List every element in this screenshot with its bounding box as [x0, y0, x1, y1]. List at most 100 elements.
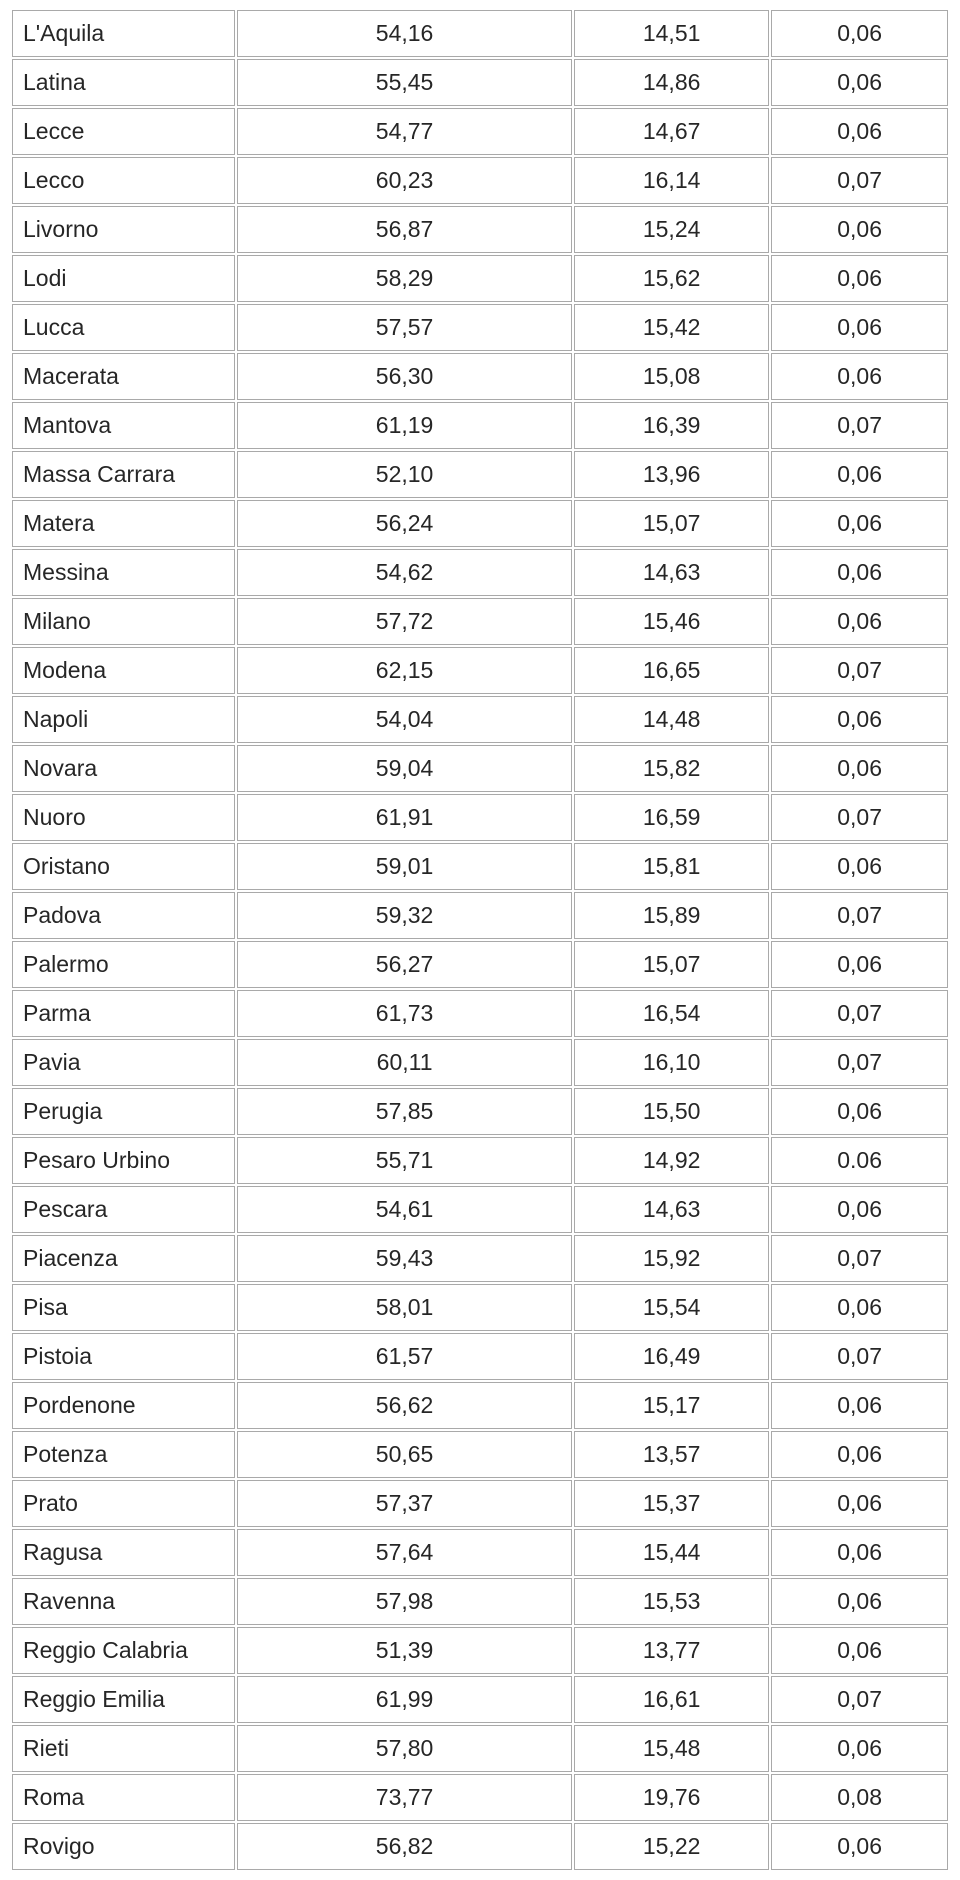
table-row: Oristano59,0115,810,06: [12, 843, 948, 890]
value-cell: 16,65: [574, 647, 769, 694]
table-row: Padova59,3215,890,07: [12, 892, 948, 939]
value-cell: 19,76: [574, 1774, 769, 1821]
table-row: Milano57,7215,460,06: [12, 598, 948, 645]
value-cell: 16,59: [574, 794, 769, 841]
value-cell: 0,06: [771, 745, 948, 792]
value-cell: 55,45: [237, 59, 572, 106]
table-row: Reggio Calabria51,3913,770,06: [12, 1627, 948, 1674]
value-cell: 57,98: [237, 1578, 572, 1625]
table-row: Palermo56,2715,070,06: [12, 941, 948, 988]
value-cell: 57,37: [237, 1480, 572, 1527]
table-row: Lucca57,5715,420,06: [12, 304, 948, 351]
city-name-cell: Macerata: [12, 353, 235, 400]
city-name-cell: Pescara: [12, 1186, 235, 1233]
value-cell: 0,06: [771, 1823, 948, 1870]
value-cell: 15,07: [574, 500, 769, 547]
table-row: Ravenna57,9815,530,06: [12, 1578, 948, 1625]
value-cell: 15,81: [574, 843, 769, 890]
city-name-cell: Novara: [12, 745, 235, 792]
table-row: Livorno56,8715,240,06: [12, 206, 948, 253]
value-cell: 0,06: [771, 941, 948, 988]
value-cell: 54,62: [237, 549, 572, 596]
value-cell: 13,96: [574, 451, 769, 498]
value-cell: 15,50: [574, 1088, 769, 1135]
value-cell: 0,06: [771, 1725, 948, 1772]
city-name-cell: Mantova: [12, 402, 235, 449]
value-cell: 0,07: [771, 402, 948, 449]
city-name-cell: Potenza: [12, 1431, 235, 1478]
value-cell: 15,08: [574, 353, 769, 400]
value-cell: 0,06: [771, 1431, 948, 1478]
table-row: Messina54,6214,630,06: [12, 549, 948, 596]
city-name-cell: Messina: [12, 549, 235, 596]
value-cell: 59,32: [237, 892, 572, 939]
city-name-cell: Rieti: [12, 1725, 235, 1772]
table-row: Napoli54,0414,480,06: [12, 696, 948, 743]
value-cell: 15,07: [574, 941, 769, 988]
value-cell: 16,49: [574, 1333, 769, 1380]
value-cell: 60,23: [237, 157, 572, 204]
value-cell: 56,82: [237, 1823, 572, 1870]
value-cell: 0,06: [771, 843, 948, 890]
table-container: L'Aquila54,1614,510,06Latina55,4514,860,…: [0, 0, 960, 1880]
value-cell: 58,29: [237, 255, 572, 302]
value-cell: 0,06: [771, 255, 948, 302]
value-cell: 0,06: [771, 1186, 948, 1233]
value-cell: 55,71: [237, 1137, 572, 1184]
table-row: Piacenza59,4315,920,07: [12, 1235, 948, 1282]
table-row: Prato57,3715,370,06: [12, 1480, 948, 1527]
table-row: Lecco60,2316,140,07: [12, 157, 948, 204]
value-cell: 15,22: [574, 1823, 769, 1870]
table-row: Pisa58,0115,540,06: [12, 1284, 948, 1331]
value-cell: 16,54: [574, 990, 769, 1037]
value-cell: 56,24: [237, 500, 572, 547]
value-cell: 0,06: [771, 1627, 948, 1674]
value-cell: 73,77: [237, 1774, 572, 1821]
table-row: Macerata56,3015,080,06: [12, 353, 948, 400]
city-name-cell: Rovigo: [12, 1823, 235, 1870]
value-cell: 0,08: [771, 1774, 948, 1821]
value-cell: 57,57: [237, 304, 572, 351]
value-cell: 59,04: [237, 745, 572, 792]
value-cell: 0,06: [771, 696, 948, 743]
value-cell: 0,06: [771, 353, 948, 400]
city-name-cell: Padova: [12, 892, 235, 939]
table-row: Roma73,7719,760,08: [12, 1774, 948, 1821]
city-name-cell: Lecce: [12, 108, 235, 155]
table-row: Mantova61,1916,390,07: [12, 402, 948, 449]
city-name-cell: Napoli: [12, 696, 235, 743]
table-row: Novara59,0415,820,06: [12, 745, 948, 792]
value-cell: 14,51: [574, 10, 769, 57]
value-cell: 15,82: [574, 745, 769, 792]
value-cell: 0,06: [771, 206, 948, 253]
table-row: Pistoia61,5716,490,07: [12, 1333, 948, 1380]
table-row: Pordenone56,6215,170,06: [12, 1382, 948, 1429]
value-cell: 15,48: [574, 1725, 769, 1772]
city-name-cell: Perugia: [12, 1088, 235, 1135]
value-cell: 61,91: [237, 794, 572, 841]
value-cell: 14,86: [574, 59, 769, 106]
city-name-cell: Prato: [12, 1480, 235, 1527]
value-cell: 0,06: [771, 1578, 948, 1625]
table-row: Massa Carrara52,1013,960,06: [12, 451, 948, 498]
table-row: L'Aquila54,1614,510,06: [12, 10, 948, 57]
city-name-cell: Modena: [12, 647, 235, 694]
value-cell: 15,37: [574, 1480, 769, 1527]
city-name-cell: Roma: [12, 1774, 235, 1821]
value-cell: 0,06: [771, 10, 948, 57]
table-row: Rovigo56,8215,220,06: [12, 1823, 948, 1870]
table-row: Rieti57,8015,480,06: [12, 1725, 948, 1772]
value-cell: 57,80: [237, 1725, 572, 1772]
value-cell: 0,07: [771, 990, 948, 1037]
value-cell: 14,63: [574, 1186, 769, 1233]
value-cell: 54,77: [237, 108, 572, 155]
table-row: Potenza50,6513,570,06: [12, 1431, 948, 1478]
value-cell: 54,61: [237, 1186, 572, 1233]
city-name-cell: Lodi: [12, 255, 235, 302]
value-cell: 0.06: [771, 1137, 948, 1184]
value-cell: 15,17: [574, 1382, 769, 1429]
value-cell: 0,07: [771, 157, 948, 204]
value-cell: 51,39: [237, 1627, 572, 1674]
city-name-cell: Ragusa: [12, 1529, 235, 1576]
table-row: Perugia57,8515,500,06: [12, 1088, 948, 1135]
